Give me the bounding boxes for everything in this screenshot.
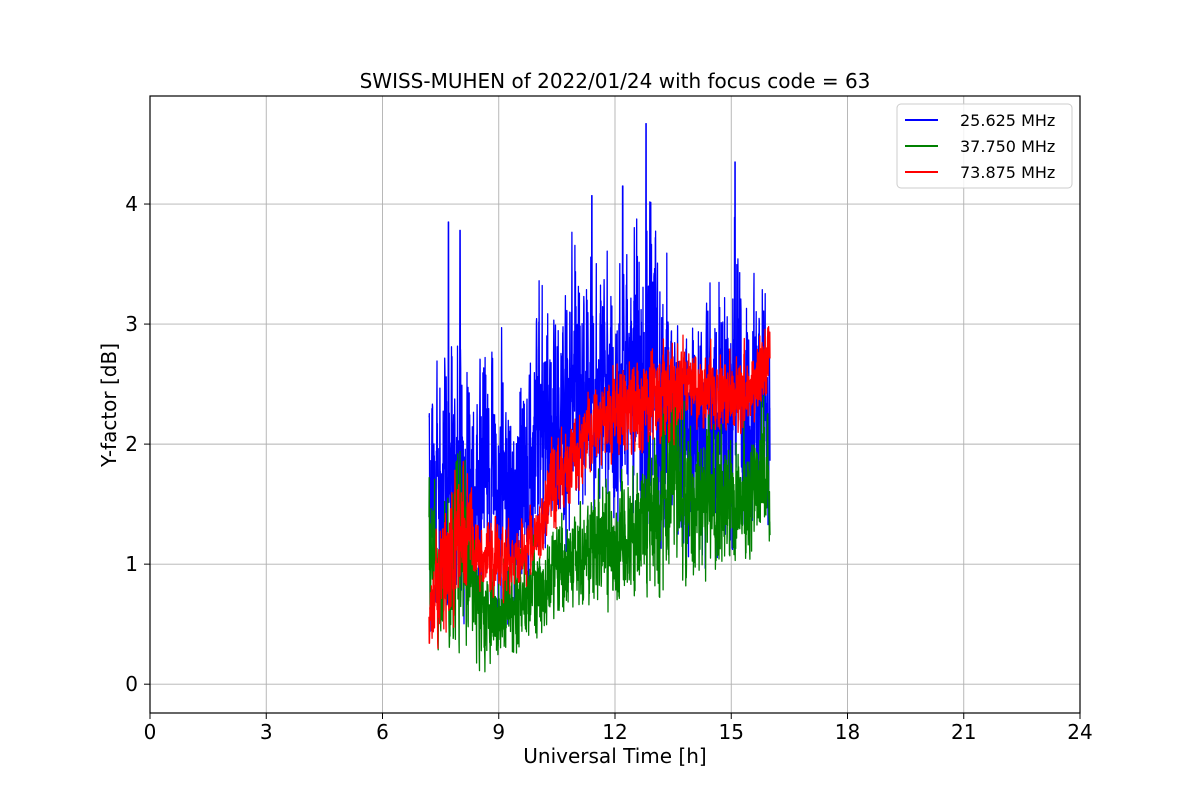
legend-label: 73.875 MHz <box>960 163 1055 182</box>
series-line <box>428 378 771 673</box>
plot-data <box>428 122 771 673</box>
x-tick-label: 15 <box>719 720 744 744</box>
x-tick-label: 21 <box>951 720 976 744</box>
y-tick-label: 1 <box>125 552 138 576</box>
x-tick-label: 3 <box>260 720 273 744</box>
legend-label: 37.750 MHz <box>960 137 1055 156</box>
y-tick-label: 0 <box>125 672 138 696</box>
x-tick-label: 9 <box>492 720 505 744</box>
x-tick-label: 6 <box>376 720 389 744</box>
y-tick-label: 2 <box>125 432 138 456</box>
chart-title: SWISS-MUHEN of 2022/01/24 with focus cod… <box>360 69 871 93</box>
x-tick-label: 12 <box>602 720 627 744</box>
x-axis-label: Universal Time [h] <box>523 744 706 768</box>
x-tick-label: 0 <box>144 720 157 744</box>
y-axis-label: Y-factor [dB] <box>97 343 121 468</box>
y-axis-ticks: 0 1 2 3 4 <box>125 192 150 696</box>
y-tick-label: 3 <box>125 312 138 336</box>
x-tick-label: 18 <box>835 720 860 744</box>
x-axis-ticks: 0 3 6 9 12 15 18 21 24 <box>144 713 1093 744</box>
y-tick-label: 4 <box>125 192 138 216</box>
legend-label: 25.625 MHz <box>960 111 1055 130</box>
series-line <box>428 325 771 649</box>
x-tick-label: 24 <box>1067 720 1092 744</box>
legend: 25.625 MHz 37.750 MHz 73.875 MHz <box>896 103 1073 189</box>
legend-box <box>896 103 1073 189</box>
